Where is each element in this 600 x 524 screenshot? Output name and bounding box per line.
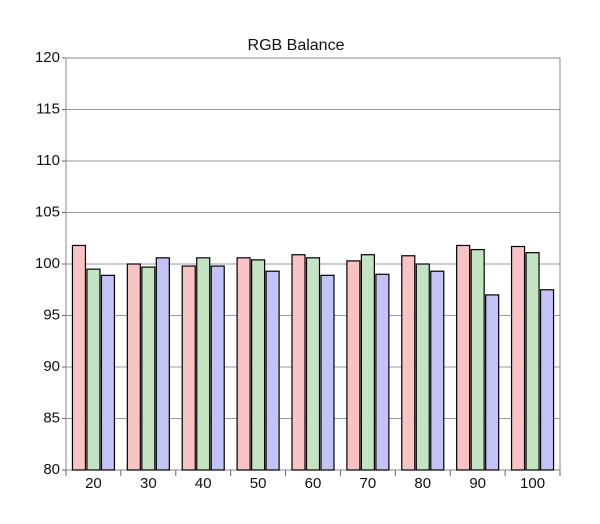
x-tick-label: 100 bbox=[520, 475, 545, 492]
bar bbox=[71, 244, 87, 471]
y-tick-label: 80 bbox=[43, 461, 60, 478]
bar bbox=[415, 263, 430, 471]
bar bbox=[155, 257, 170, 471]
bar bbox=[401, 255, 416, 471]
y-tick-label: 105 bbox=[35, 203, 60, 220]
bar bbox=[141, 266, 156, 471]
y-tick-label: 100 bbox=[35, 255, 60, 272]
bar bbox=[346, 260, 361, 471]
bar bbox=[265, 270, 280, 471]
bar bbox=[360, 254, 375, 471]
y-tick-label: 85 bbox=[43, 409, 60, 426]
bar bbox=[126, 263, 141, 471]
chart-title: RGB Balance bbox=[248, 37, 345, 54]
x-tick-label: 90 bbox=[469, 475, 486, 492]
x-tick-label: 30 bbox=[140, 475, 157, 492]
y-tick-label: 110 bbox=[36, 152, 60, 169]
bar bbox=[375, 273, 390, 471]
bar bbox=[539, 289, 555, 471]
x-tick-label: 20 bbox=[85, 475, 102, 492]
bar bbox=[320, 274, 335, 471]
bar bbox=[196, 257, 211, 471]
x-tick-label: 50 bbox=[250, 475, 267, 492]
bar bbox=[210, 265, 225, 471]
bar bbox=[86, 268, 101, 471]
x-tick-label: 70 bbox=[360, 475, 377, 492]
bar bbox=[456, 244, 471, 471]
bar bbox=[236, 257, 251, 471]
y-tick-label: 120 bbox=[35, 49, 60, 66]
bar bbox=[430, 270, 445, 471]
bar bbox=[470, 248, 485, 471]
bar bbox=[485, 294, 500, 471]
bar bbox=[251, 259, 266, 471]
x-tick-label: 40 bbox=[195, 475, 212, 492]
x-tick-label: 80 bbox=[414, 475, 431, 492]
bar bbox=[525, 252, 540, 471]
bar bbox=[100, 274, 116, 471]
bar bbox=[305, 257, 321, 471]
bar bbox=[510, 245, 526, 471]
y-tick-label: 115 bbox=[36, 100, 60, 117]
x-tick-label: 60 bbox=[305, 475, 322, 492]
bar bbox=[291, 254, 306, 471]
y-tick-label: 90 bbox=[43, 358, 60, 375]
y-tick-label: 95 bbox=[43, 306, 60, 323]
bar bbox=[181, 265, 196, 471]
